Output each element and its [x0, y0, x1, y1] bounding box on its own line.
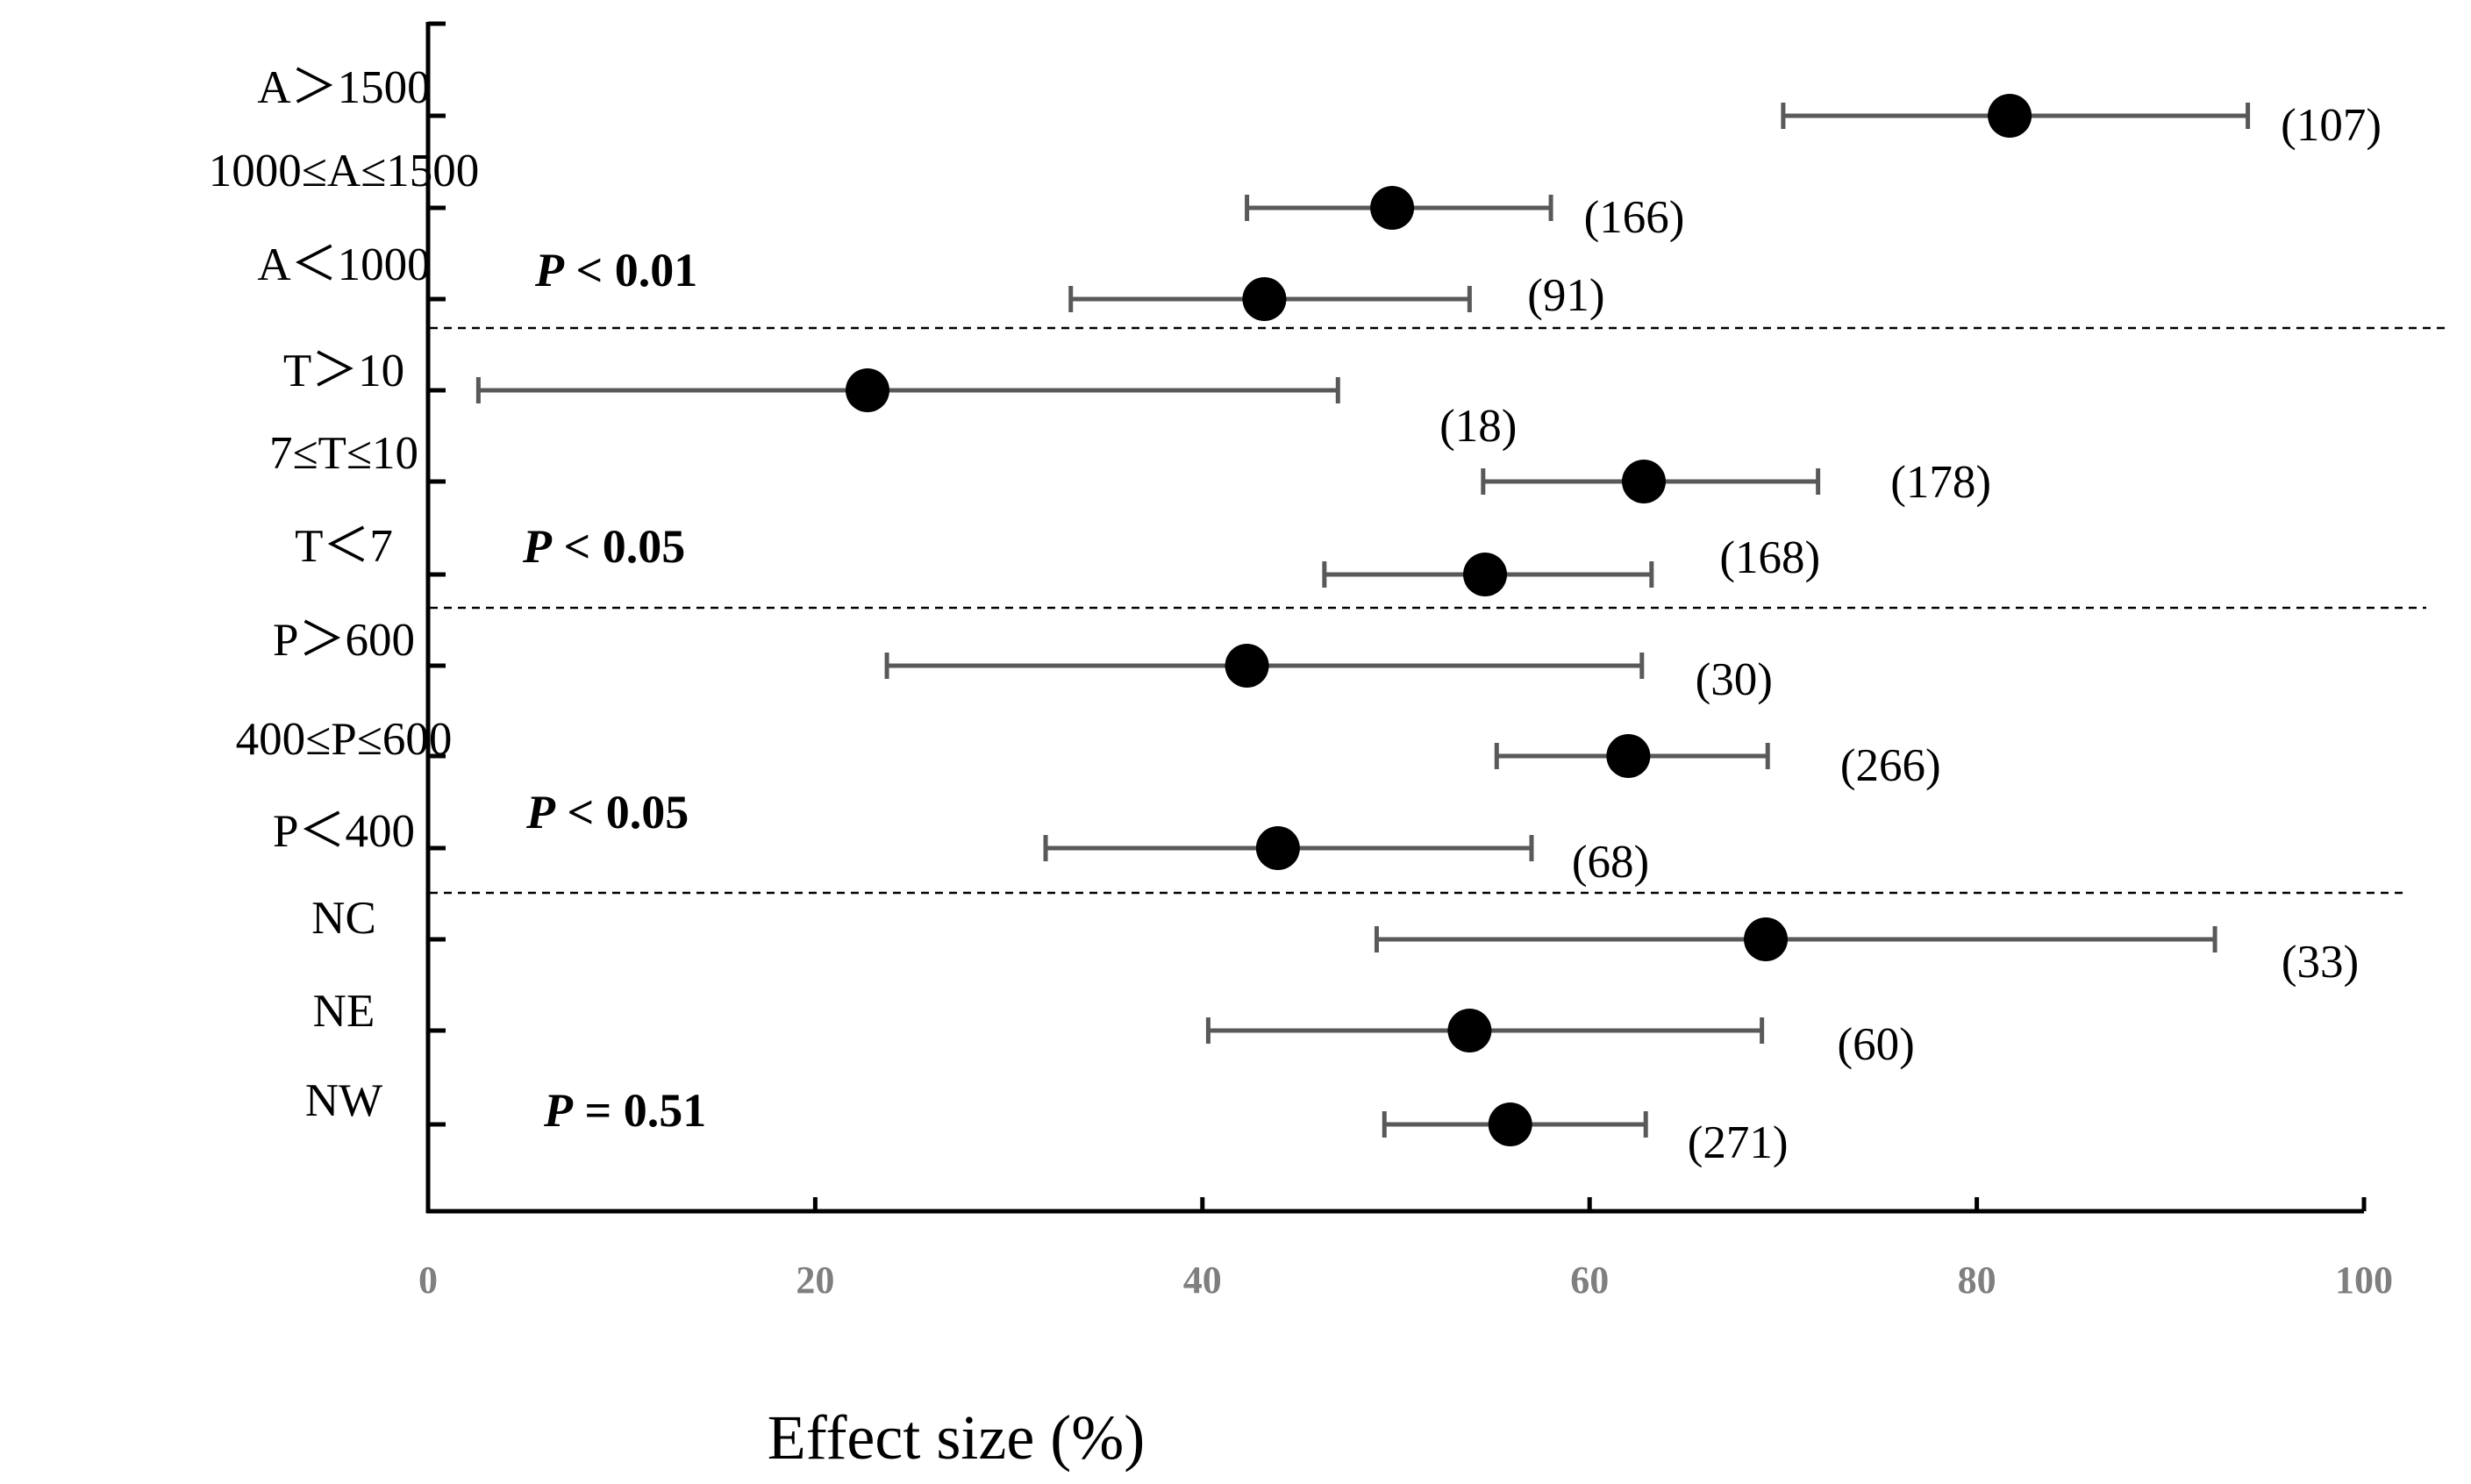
mean-point [1255, 826, 1300, 870]
sample-size-label: (178) [1890, 457, 1991, 508]
mean-point [1744, 917, 1789, 961]
mean-point [1621, 460, 1666, 503]
sample-size-label: (271) [1688, 1117, 1789, 1168]
category-label: A＞1500 [257, 62, 430, 113]
separator-lines [430, 326, 2450, 895]
mean-point [1225, 644, 1269, 688]
sample-size-label: (91) [1527, 270, 1604, 321]
category-label: P＜400 [273, 806, 415, 857]
axes [425, 22, 2364, 1214]
mean-point [1606, 734, 1651, 778]
mean-point [1488, 1102, 1532, 1146]
mean-point [1242, 277, 1287, 321]
x-tick-label: 20 [796, 1259, 834, 1302]
sample-size-label: (107) [2281, 100, 2382, 151]
sample-size-label: (33) [2282, 937, 2359, 988]
x-axis-title: Effect size (%) [768, 1402, 1145, 1473]
category-label: T＜7 [295, 521, 393, 572]
p-value-label: P < 0.05 [525, 786, 689, 838]
category-label: 7≤T≤10 [269, 428, 418, 479]
mean-point [1447, 1009, 1492, 1052]
sample-size-label: (18) [1439, 401, 1517, 452]
category-label: P＞600 [273, 615, 415, 666]
x-tick-label: 80 [1958, 1259, 1996, 1302]
category-label: 400≤P≤600 [236, 714, 453, 765]
x-tick-label: 0 [418, 1259, 438, 1302]
category-label: NE [313, 986, 375, 1037]
row-labels: A＞1500 (107) 1000≤A≤1500 (166) A＜1000 (91) P <… [209, 62, 2382, 1168]
mean-point [1463, 553, 1508, 596]
category-label: NC [311, 893, 376, 944]
sample-size-label: (166) [1584, 192, 1685, 243]
category-label: T＞10 [283, 346, 404, 396]
category-label: 1000≤A≤1500 [209, 146, 479, 196]
x-tick-label: 60 [1570, 1259, 1609, 1302]
y-axis-ticks [428, 21, 446, 1127]
x-tick-label: 100 [2335, 1259, 2393, 1302]
mean-point [845, 368, 889, 412]
category-label: A＜1000 [257, 239, 430, 290]
x-axis-ticks: 0 20 40 60 80 100 [418, 1197, 2393, 1302]
sample-size-label: (60) [1837, 1019, 1914, 1070]
category-label: NW [305, 1075, 382, 1126]
data-marks [475, 94, 2251, 1146]
sample-size-label: (68) [1572, 837, 1649, 888]
p-value-label: P = 0.51 [543, 1084, 706, 1137]
sample-size-label: (30) [1696, 654, 1773, 705]
mean-point [1370, 186, 1415, 230]
x-tick-label: 40 [1183, 1259, 1222, 1302]
sample-size-label: (168) [1719, 532, 1820, 583]
p-value-label: P < 0.05 [522, 520, 685, 573]
p-value-label: P < 0.01 [534, 244, 697, 296]
sample-size-label: (266) [1840, 740, 1941, 791]
mean-point [1988, 94, 2032, 138]
